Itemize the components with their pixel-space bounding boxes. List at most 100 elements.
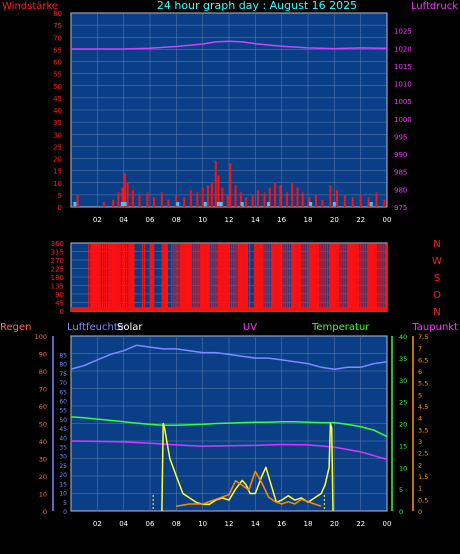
temperature-tick-label: 40 xyxy=(399,333,407,341)
direction-bar xyxy=(96,244,98,311)
wind-bar xyxy=(121,187,124,207)
x-tick-label: 20 xyxy=(330,520,339,528)
wind-bar xyxy=(239,192,242,207)
humidity-tick-label: 30 xyxy=(59,454,67,461)
wind-bar xyxy=(263,192,266,207)
wind-bar xyxy=(359,194,362,207)
direction-bar xyxy=(261,244,263,311)
direction-bar xyxy=(91,244,93,311)
direction-bar xyxy=(286,244,288,311)
rain-tick-label: 10 xyxy=(39,491,47,499)
x-tick-label: 10 xyxy=(198,520,207,528)
wind-bar xyxy=(160,192,163,207)
direction-bar xyxy=(231,244,233,311)
wind-bar xyxy=(217,175,220,207)
x-tick-label: 12 xyxy=(225,216,234,224)
direction-bar xyxy=(274,244,276,311)
direction-bar xyxy=(277,244,279,311)
wind-tick-label: 0 xyxy=(58,204,62,212)
direction-bar xyxy=(375,244,377,311)
direction-bar xyxy=(131,244,133,311)
direction-bar xyxy=(206,244,209,311)
wind-bar xyxy=(221,187,224,207)
gust-mark xyxy=(120,202,124,206)
humidity-tick-label: 20 xyxy=(59,472,67,479)
direction-bar xyxy=(360,244,362,311)
direction-bar xyxy=(291,244,294,311)
wind-bar xyxy=(245,197,248,207)
x-tick-label: 22 xyxy=(356,520,365,528)
wind-bar xyxy=(102,202,105,207)
wind-bar xyxy=(117,192,120,207)
direction-bar xyxy=(190,244,192,311)
wind-bar xyxy=(167,199,170,207)
wind-bar xyxy=(123,173,126,207)
direction-bar xyxy=(276,244,278,311)
temperature-tick-label: 5 xyxy=(399,486,403,494)
gust-mark xyxy=(176,202,180,206)
pressure-tick-label: 980 xyxy=(394,186,407,194)
direction-bar xyxy=(227,244,230,311)
taupunkt-tick-label: 1,5 xyxy=(418,473,428,481)
direction-bar xyxy=(362,244,364,311)
wind-bar xyxy=(291,182,294,207)
pressure-tick-label: 985 xyxy=(394,169,407,177)
direction-bar xyxy=(346,244,348,311)
direction-bar xyxy=(302,244,304,311)
direction-bar xyxy=(219,244,221,311)
temperature-tick-label: 0 xyxy=(399,508,403,516)
direction-bar xyxy=(128,244,130,311)
direction-bar xyxy=(181,244,183,311)
direction-bar xyxy=(316,244,318,311)
direction-tick-label: 45 xyxy=(55,300,64,308)
x-tick-label: 04 xyxy=(119,216,128,224)
direction-bar xyxy=(220,244,222,311)
direction-bar xyxy=(188,244,191,311)
wind-bar xyxy=(351,197,354,207)
direction-bar xyxy=(197,244,199,311)
direction-bar xyxy=(262,244,264,311)
direction-bar xyxy=(113,244,115,311)
direction-bar xyxy=(317,244,319,311)
direction-bar xyxy=(150,244,152,311)
direction-bar xyxy=(162,244,164,311)
wind-tick-label: 60 xyxy=(53,59,62,67)
x-tick-label: 08 xyxy=(172,520,181,528)
direction-bar xyxy=(242,244,244,311)
wind-bar xyxy=(256,190,259,207)
gust-mark xyxy=(123,202,127,206)
direction-bar xyxy=(92,244,94,311)
direction-bar xyxy=(295,244,297,311)
direction-bar xyxy=(166,244,169,311)
direction-bar xyxy=(175,244,177,311)
wind-bar xyxy=(375,192,378,207)
direction-bar xyxy=(222,244,224,311)
direction-bar xyxy=(326,244,328,311)
direction-bar xyxy=(329,244,332,311)
direction-bar xyxy=(290,244,293,311)
direction-bar xyxy=(364,244,366,311)
wind-bar xyxy=(196,192,199,207)
direction-bar xyxy=(272,244,275,311)
direction-bar xyxy=(254,244,256,311)
direction-tick-label: 225 xyxy=(51,266,64,274)
direction-bar xyxy=(223,244,225,311)
direction-bar xyxy=(201,244,203,311)
direction-bar xyxy=(97,244,99,311)
direction-bar xyxy=(143,244,146,311)
direction-bar xyxy=(164,244,166,311)
direction-bar xyxy=(173,244,175,311)
direction-bar xyxy=(185,244,188,311)
direction-bar xyxy=(240,244,242,311)
rain-tick-label: 40 xyxy=(39,438,47,446)
compass-label: N xyxy=(433,239,440,250)
direction-bar xyxy=(258,244,260,311)
temperature-tick-label: 30 xyxy=(399,377,407,385)
direction-bar xyxy=(354,244,356,311)
direction-bar xyxy=(342,244,344,311)
direction-bar xyxy=(351,244,354,311)
direction-bar xyxy=(330,244,333,311)
gust-mark xyxy=(216,202,220,206)
direction-bar xyxy=(245,244,248,311)
direction-bar xyxy=(108,244,110,311)
